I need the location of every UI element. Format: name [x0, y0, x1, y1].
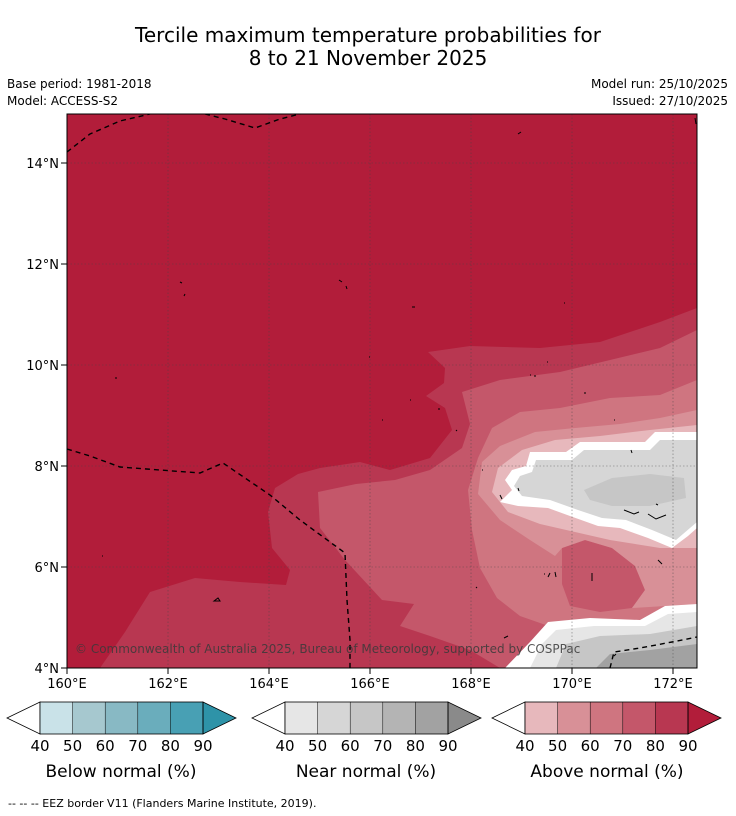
colorbar-below-tick-label: 80	[161, 737, 180, 755]
colorbar-below-segment	[170, 702, 204, 734]
probability-map: © Commonwealth of Australia 2025, Bureau…	[67, 114, 697, 668]
lon-label-164e: 164°E	[249, 677, 289, 692]
colorbar-below-segment	[105, 702, 139, 734]
lat-label-10n: 10°N	[26, 359, 59, 374]
lat-label-4n: 4°N	[35, 662, 60, 677]
colorbar-near-tick-label: 60	[341, 737, 360, 755]
lat-label-14n: 14°N	[26, 157, 59, 172]
map-frame	[66, 113, 698, 669]
colorbar-above-segment	[655, 702, 689, 734]
map-title-line2: 8 to 21 November 2025	[248, 46, 488, 70]
lon-label-160e: 160°E	[47, 677, 87, 692]
colorbar-above-segment	[622, 702, 656, 734]
colorbar-below-tick-label: 40	[30, 737, 49, 755]
colorbar-above-tick-label: 50	[548, 737, 567, 755]
issued-date: Issued: 27/10/2025	[612, 94, 728, 108]
colorbar-below-segment	[72, 702, 106, 734]
lat-label-12n: 12°N	[26, 258, 59, 273]
colorbar-above-segment	[557, 702, 591, 734]
colorbar-below-segment	[137, 702, 171, 734]
colorbar-below-normal: 40 50 60 70 80 90	[6, 701, 237, 755]
lon-tick-marks	[66, 668, 674, 674]
colorbar-near-over-arrow	[447, 701, 482, 735]
colorbar-above-outline	[524, 701, 689, 735]
colorbar-below-tick-label: 90	[193, 737, 212, 755]
lat-tick-marks	[61, 162, 67, 669]
copyright-notice: © Commonwealth of Australia 2025, Bureau…	[75, 642, 580, 656]
colorbar-near-tick-label: 90	[438, 737, 457, 755]
colorbar-near-tick-label: 50	[308, 737, 327, 755]
colorbar-above-over-arrow	[687, 701, 722, 735]
colorbar-near-tick-label: 80	[406, 737, 425, 755]
colorbar-below-under-arrow	[6, 701, 41, 735]
colorbar-near-segment	[317, 702, 351, 734]
eez-border-lines	[67, 114, 697, 668]
colorbar-near-normal: 40 50 60 70 80 90	[251, 701, 482, 755]
colorbar-below-tick-label: 70	[128, 737, 147, 755]
base-period: Base period: 1981-2018	[7, 77, 152, 91]
colorbar-above-segment	[525, 702, 559, 734]
colorbar-near-segment	[285, 702, 319, 734]
colorbar-near-segment	[382, 702, 416, 734]
lon-label-170e: 170°E	[552, 677, 592, 692]
colorbar-above-tick-label: 40	[515, 737, 534, 755]
colorbar-near-under-arrow	[251, 701, 286, 735]
colorbar-above-segment	[590, 702, 624, 734]
colorbar-label-near: Near normal (%)	[295, 762, 437, 782]
lon-label-162e: 162°E	[148, 677, 188, 692]
eez-footnote: -- -- -- EEZ border V11 (Flanders Marine…	[8, 797, 317, 810]
colorbar-below-segment	[40, 702, 74, 734]
lat-label-6n: 6°N	[35, 561, 60, 576]
lon-label-166e: 166°E	[350, 677, 390, 692]
map-gridlines	[67, 114, 697, 668]
colorbar-below-over-arrow	[202, 701, 237, 735]
model-name: Model: ACCESS-S2	[7, 94, 119, 108]
colorbar-label-below: Below normal (%)	[45, 762, 197, 782]
lon-label-168e: 168°E	[451, 677, 491, 692]
colorbar-near-segment	[415, 702, 449, 734]
colorbar-near-tick-label: 40	[275, 737, 294, 755]
colorbar-above-normal: 40 50 60 70 80 90	[491, 701, 722, 755]
colorbar-above-under-arrow	[491, 701, 526, 735]
colorbar-above-tick-label: 70	[613, 737, 632, 755]
island-outlines	[102, 117, 697, 657]
colorbar-below-outline	[39, 701, 204, 735]
colorbar-below-tick-label: 60	[96, 737, 115, 755]
colorbar-near-segment	[350, 702, 384, 734]
lon-label-172e: 172°E	[653, 677, 693, 692]
colorbar-above-tick-label: 60	[581, 737, 600, 755]
lat-label-8n: 8°N	[35, 460, 60, 475]
colorbar-below-tick-label: 50	[63, 737, 82, 755]
model-run: Model run: 25/10/2025	[590, 77, 728, 91]
colorbar-near-outline	[284, 701, 449, 735]
lon-tick-labels: 160°E 162°E 164°E 166°E 168°E 170°E 172°…	[47, 677, 693, 692]
map-title-line1: Tercile maximum temperature probabilitie…	[135, 23, 601, 47]
colorbar-above-tick-label: 80	[646, 737, 665, 755]
colorbar-label-above: Above normal (%)	[530, 762, 684, 782]
colorbar-near-tick-label: 70	[373, 737, 392, 755]
lat-tick-labels: 14°N 12°N 10°N 8°N 6°N 4°N	[26, 157, 59, 677]
colorbar-above-tick-label: 90	[678, 737, 697, 755]
